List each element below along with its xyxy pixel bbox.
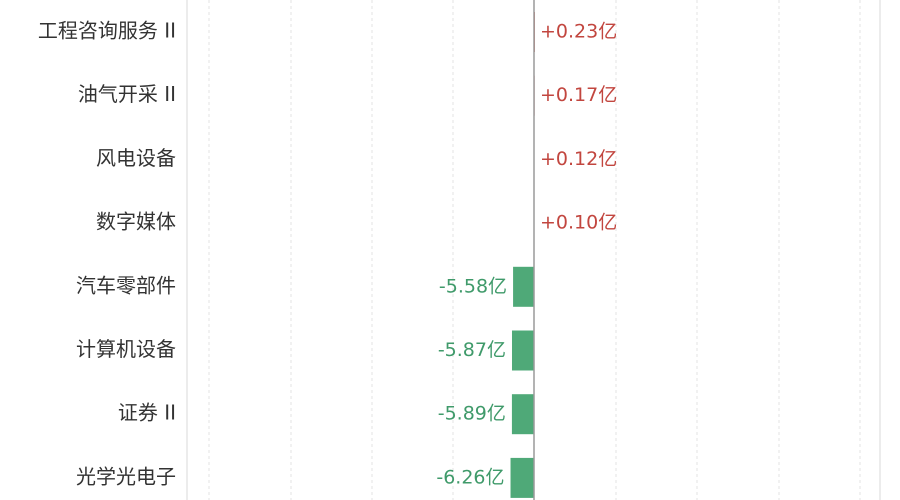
data-label: -5.89亿 (438, 403, 506, 425)
bar (510, 457, 534, 498)
category-label: 数字媒体 (96, 210, 176, 234)
category-label: 证券 II (118, 401, 176, 425)
bar (511, 330, 534, 371)
category-label: 光学光电子 (76, 464, 176, 488)
category-label: 汽车零部件 (76, 273, 176, 297)
category-label: 油气开采 II (78, 82, 176, 106)
data-label: -5.58亿 (439, 275, 507, 297)
data-label: +0.12亿 (540, 148, 617, 170)
data-label: +0.10亿 (540, 212, 617, 234)
bar (511, 394, 534, 435)
category-label: 风电设备 (96, 146, 176, 170)
data-label: +0.23亿 (540, 21, 617, 43)
category-label: 计算机设备 (76, 337, 176, 361)
category-label: 工程咨询服务 II (38, 19, 176, 43)
data-label: -6.26亿 (436, 466, 504, 488)
data-label: +0.17亿 (540, 84, 617, 106)
bar (513, 266, 534, 307)
data-label: -5.87亿 (438, 339, 506, 361)
